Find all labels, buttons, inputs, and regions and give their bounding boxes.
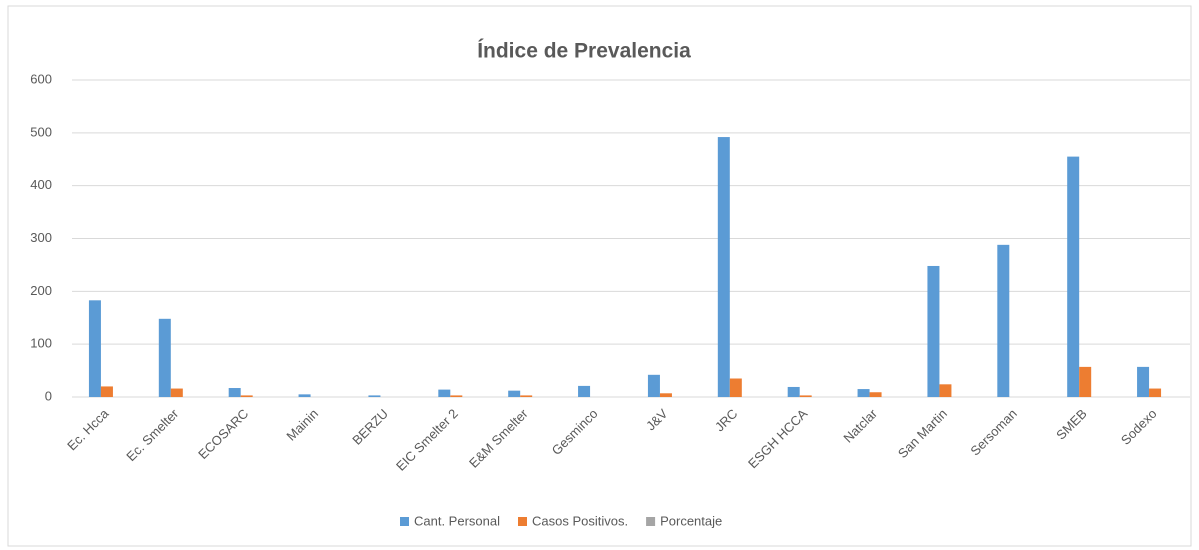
bar — [158, 318, 171, 397]
bar — [1137, 366, 1150, 397]
bar — [939, 384, 952, 397]
bar — [717, 137, 730, 397]
legend-label: Casos Positivos. — [532, 513, 628, 528]
chart-border — [7, 5, 1192, 547]
bar — [508, 390, 521, 397]
bar — [170, 388, 183, 397]
bar — [927, 265, 940, 397]
legend-swatch — [646, 517, 656, 526]
y-tick-label: 100 — [30, 336, 52, 351]
legend-swatch — [518, 517, 527, 526]
bar — [799, 395, 812, 397]
bar — [1079, 366, 1092, 397]
bar — [647, 374, 660, 397]
bar — [997, 244, 1010, 397]
bar — [729, 378, 742, 397]
bar — [659, 393, 672, 397]
bar — [298, 394, 311, 397]
y-tick-label: 400 — [30, 177, 52, 192]
y-tick-label: 300 — [30, 230, 52, 245]
y-tick-label: 200 — [30, 283, 52, 298]
bar — [787, 386, 800, 397]
legend-swatch — [400, 517, 409, 526]
bar — [228, 388, 241, 397]
bar — [368, 395, 381, 397]
bar — [450, 395, 463, 397]
bar — [240, 395, 253, 397]
bar — [1149, 388, 1162, 397]
y-tick-label: 0 — [45, 388, 52, 403]
bar — [578, 385, 591, 397]
bar — [88, 300, 101, 397]
y-tick-label: 500 — [30, 124, 52, 139]
bar — [520, 395, 533, 397]
bar — [100, 386, 113, 397]
chart-title: Índice de Prevalencia — [477, 40, 691, 63]
bar — [857, 389, 870, 397]
bar — [869, 392, 882, 397]
bar — [1067, 156, 1080, 397]
legend-label: Porcentaje — [660, 513, 722, 528]
bar — [438, 389, 451, 397]
y-tick-label: 600 — [30, 71, 52, 86]
legend-label: Cant. Personal — [414, 513, 500, 528]
